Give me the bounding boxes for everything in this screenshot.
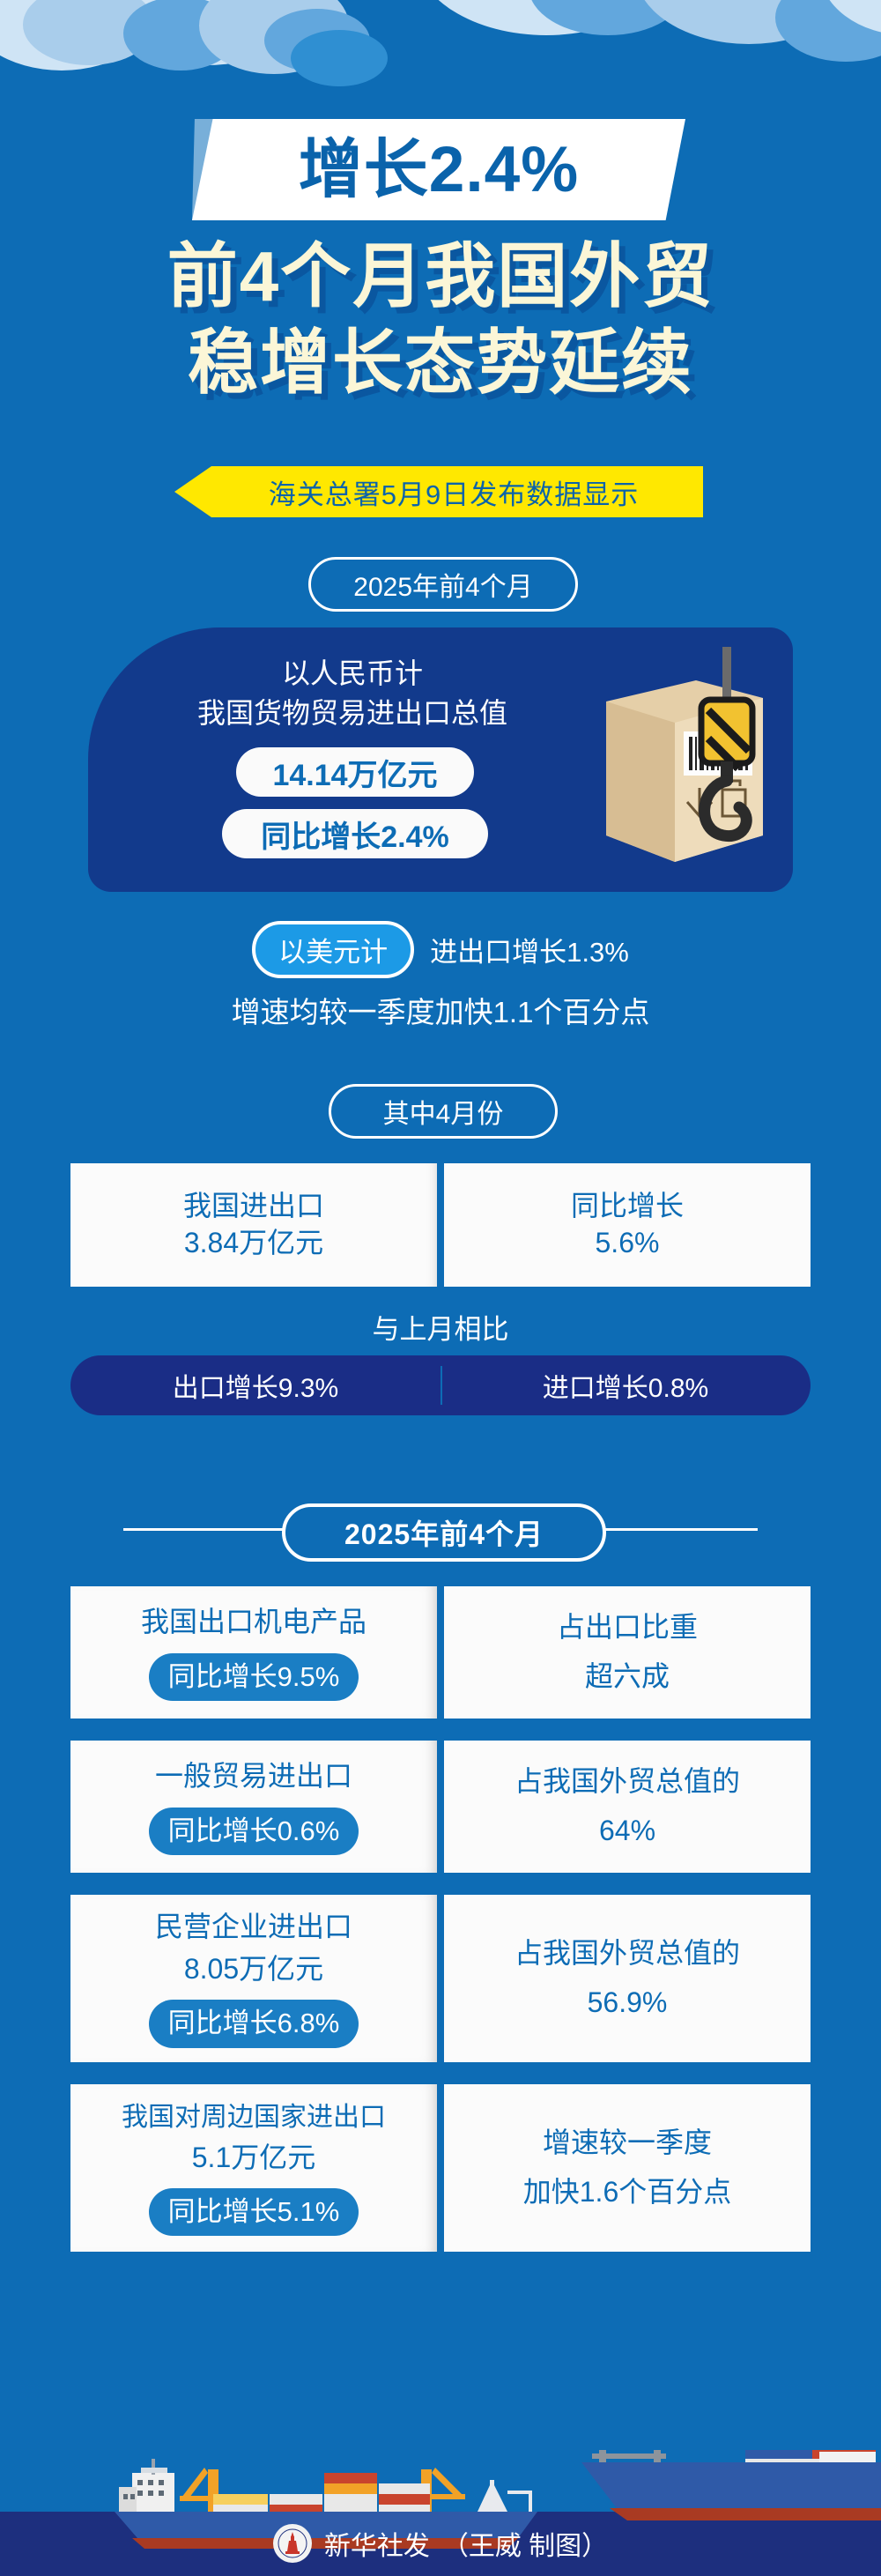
xinhua-logo-icon (272, 2523, 312, 2563)
stat-title: 我国对周边国家进出口 (122, 2102, 386, 2132)
stat-right-line-2: 56.9% (587, 1986, 668, 2018)
cloud-decoration (0, 0, 881, 212)
stat-row-1-left: 我国出口机电产品 同比增长9.5% (70, 1586, 437, 1719)
april-left-line-2: 3.84万亿元 (183, 1227, 324, 1258)
rmb-label-line-1: 以人民币计 (281, 657, 423, 689)
stat-right-line-1: 占我国外贸总值的 (514, 1765, 740, 1798)
harbor-illustration (0, 2450, 881, 2576)
cargo-box-icon (606, 647, 763, 862)
source-badge: 海关总署5月9日发布数据显示 (174, 466, 703, 517)
april-cards: 我国进出口 3.84万亿元 同比增长 5.6% (70, 1163, 811, 1287)
stat-row: 一般贸易进出口 同比增长0.6% 占我国外贸总值的 64% (70, 1741, 811, 1873)
footer-credit: 新华社发 （王威 制图） (0, 2510, 881, 2576)
bar-separator (440, 1366, 442, 1405)
stat-right-line-1: 占我国外贸总值的 (514, 1937, 740, 1970)
stat-row-2-right: 占我国外贸总值的 64% (444, 1741, 811, 1873)
stat-row: 民营企业进出口 8.05万亿元 同比增长6.8% 占我国外贸总值的 56.9% (70, 1895, 811, 2062)
stat-right-line-2: 64% (598, 1815, 656, 1846)
stat-title: 一般贸易进出口 (154, 1760, 352, 1793)
stat-title: 民营企业进出口 (154, 1911, 352, 1943)
april-section-label: 其中4月份 (382, 1100, 504, 1129)
stat-title: 我国出口机电产品 (140, 1606, 366, 1638)
stat-subtitle: 8.05万亿元 (183, 1952, 324, 1985)
title-line-2: 稳增长态势延续 (188, 323, 693, 402)
stat-row: 我国出口机电产品 同比增长9.5% 占出口比重 超六成 (70, 1586, 811, 1719)
import-growth: 进口增长0.8% (542, 1374, 709, 1403)
section-divider: 2025年前4个月 (0, 1498, 881, 1562)
card-divider (437, 1163, 444, 1287)
headline-value: 增长2.4% (298, 134, 580, 205)
rmb-total-value-pill: 14.14万亿元 (236, 747, 474, 797)
crane-hook-icon (698, 647, 756, 843)
stat-right-line-1: 增速较一季度 (542, 2127, 712, 2159)
april-right-line-2: 5.6% (595, 1227, 660, 1258)
rmb-growth-pill: 同比增长2.4% (222, 809, 488, 858)
cargo-ship-right (581, 2450, 881, 2520)
stat-subtitle: 5.1万亿元 (191, 2141, 316, 2173)
stat-row-1-right: 占出口比重 超六成 (444, 1586, 811, 1719)
page-title: 前4个月我国外贸 稳增长态势延续 (0, 234, 881, 405)
usd-growth-text: 进出口增长1.3% (430, 937, 629, 968)
card-divider (437, 1586, 444, 1719)
april-section-pill: 其中4月份 (329, 1084, 558, 1139)
card-divider (437, 1895, 444, 2062)
stat-pill: 同比增长6.8% (148, 2000, 359, 2048)
period-pill-label: 2025年前4个月 (353, 573, 533, 602)
period-pill: 2025年前4个月 (308, 557, 578, 612)
stat-row-2-left: 一般贸易进出口 同比增长0.6% (70, 1741, 437, 1873)
stat-row-3-left: 民营企业进出口 8.05万亿元 同比增长6.8% (70, 1895, 437, 2062)
april-card-right: 同比增长 5.6% (443, 1163, 811, 1287)
card-divider (437, 1741, 444, 1873)
usd-pill: 以美元计 (252, 921, 415, 978)
compare-label: 与上月相比 (372, 1314, 509, 1345)
usd-note: 增速均较一季度加快1.1个百分点 (231, 996, 650, 1028)
stat-right-line-2: 加快1.6个百分点 (522, 2176, 732, 2208)
card-divider (437, 2084, 444, 2252)
export-growth: 出口增长9.3% (172, 1374, 339, 1403)
title-line-1: 前4个月我国外贸 (167, 237, 714, 316)
stat-row-4-right: 增速较一季度 加快1.6个百分点 (444, 2084, 811, 2252)
stat-right-line-2: 超六成 (584, 1660, 670, 1692)
stat-row-3-right: 占我国外贸总值的 56.9% (444, 1895, 811, 2062)
april-card-left: 我国进出口 3.84万亿元 (70, 1163, 438, 1287)
stat-right-line-1: 占出口比重 (556, 1611, 698, 1644)
source-badge-label: 海关总署5月9日发布数据显示 (268, 479, 640, 510)
agency-name: 新华社发 (323, 2531, 430, 2561)
designer-credit: （王威 制图） (441, 2531, 609, 2561)
stat-pill: 同比增长9.5% (148, 1652, 359, 1701)
rmb-card-label: 以人民币计 我国货物贸易进出口总值 (141, 654, 564, 734)
divider-line-right (590, 1528, 758, 1531)
stat-row-4-left: 我国对周边国家进出口 5.1万亿元 同比增长5.1% (70, 2084, 437, 2252)
stat-pill: 同比增长0.6% (148, 1807, 359, 1855)
april-left-line-1: 我国进出口 (183, 1190, 325, 1222)
stat-pill: 同比增长5.1% (148, 2188, 359, 2237)
april-right-line-1: 同比增长 (570, 1190, 684, 1222)
rmb-label-line-2: 我国货物贸易进出口总值 (196, 697, 507, 730)
cargo-ship-left (115, 2459, 537, 2549)
month-compare-bar: 出口增长9.3% 进口增长0.8% (70, 1355, 811, 1415)
divider-pill: 2025年前4个月 (282, 1503, 606, 1562)
stat-row: 我国对周边国家进出口 5.1万亿元 同比增长5.1% 增速较一季度 加快1.6个… (70, 2084, 811, 2252)
divider-line-left (123, 1528, 291, 1531)
rmb-summary-card: 以人民币计 我国货物贸易进出口总值 14.14万亿元 同比增长2.4% (88, 627, 793, 892)
usd-row: 以美元计 进出口增长1.3% (0, 921, 881, 978)
headline-banner: 增长2.4% (192, 119, 685, 220)
